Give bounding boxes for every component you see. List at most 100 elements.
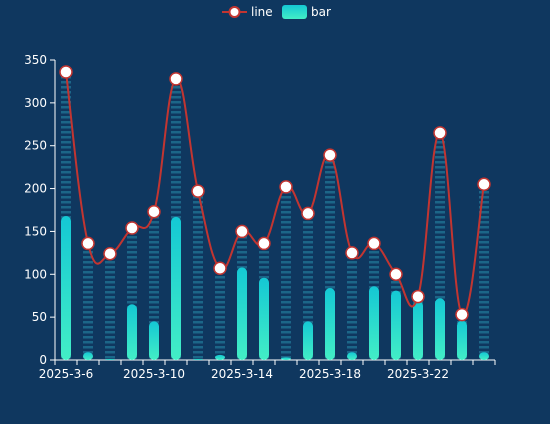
background-bar-dash — [347, 321, 357, 324]
background-bar-dash — [171, 106, 181, 109]
background-bar-dash — [435, 206, 445, 209]
background-bar-dash — [171, 151, 181, 154]
bar — [171, 216, 181, 360]
background-bar-dash — [325, 276, 335, 279]
background-bar-dash — [193, 301, 203, 304]
background-bar-dash — [325, 236, 335, 239]
background-bar-dash — [193, 331, 203, 334]
background-bar-dash — [61, 211, 71, 214]
background-bar-dash — [479, 261, 489, 264]
background-bar-dash — [105, 346, 115, 349]
background-bar-dash — [105, 291, 115, 294]
background-bar-dash — [83, 331, 93, 334]
background-bar-dash — [215, 276, 225, 279]
x-tick-label: 2025-3-14 — [211, 367, 273, 381]
background-bar-dash — [149, 251, 159, 254]
background-bar-dash — [83, 256, 93, 259]
background-bar-dash — [171, 181, 181, 184]
background-bar-dash — [171, 176, 181, 179]
background-bar-dash — [149, 296, 159, 299]
legend-item-bar[interactable]: bar — [282, 5, 331, 19]
background-bar-dash — [171, 96, 181, 99]
background-bar-dash — [105, 261, 115, 264]
background-bar-dash — [61, 131, 71, 134]
background-bar-dash — [281, 351, 291, 354]
background-bar-dash — [105, 336, 115, 339]
background-bar-dash — [435, 261, 445, 264]
background-bar-dash — [303, 276, 313, 279]
background-bar-dash — [369, 271, 379, 274]
background-bar-dash — [435, 201, 445, 204]
background-bar-dash — [369, 281, 379, 284]
background-bar-dash — [281, 301, 291, 304]
background-bar-dash — [325, 181, 335, 184]
bar — [259, 277, 269, 360]
line-point — [367, 236, 381, 251]
background-bar-dash — [435, 176, 445, 179]
background-bar-dash — [193, 266, 203, 269]
background-bar-dash — [105, 281, 115, 284]
background-bar-dash — [83, 316, 93, 319]
background-bar-dash — [215, 296, 225, 299]
background-bar-dash — [215, 341, 225, 344]
background-bar-dash — [61, 161, 71, 164]
background-bar-dash — [237, 266, 247, 269]
line-point — [125, 221, 139, 235]
line-point — [389, 267, 403, 282]
background-bar-dash — [61, 126, 71, 129]
background-bar-dash — [435, 166, 445, 169]
background-bar-dash — [281, 241, 291, 244]
background-bar-dash — [325, 216, 335, 219]
background-bar-dash — [347, 351, 357, 354]
background-bar-dash — [215, 316, 225, 319]
background-bar-dash — [105, 321, 115, 324]
background-bar-dash — [61, 201, 71, 204]
background-bar-dash — [237, 246, 247, 249]
background-bar-dash — [281, 221, 291, 224]
background-bar-dash — [479, 221, 489, 224]
background-bar-dash — [325, 171, 335, 174]
background-bar-dash — [435, 151, 445, 154]
x-tick-label: 2025-3-18 — [299, 367, 361, 381]
y-tick-label: 200 — [24, 182, 47, 196]
bar — [105, 359, 115, 360]
background-bar-dash — [347, 286, 357, 289]
background-bar-dash — [61, 171, 71, 174]
background-bar-dash — [303, 221, 313, 224]
background-bar-dash — [193, 311, 203, 314]
background-bar-dash — [193, 296, 203, 299]
background-bar-dash — [149, 311, 159, 314]
background-bar-dash — [347, 266, 357, 269]
background-bar-dash — [435, 226, 445, 229]
background-bar-dash — [281, 321, 291, 324]
background-bar-dash — [479, 216, 489, 219]
background-bar-dash — [193, 271, 203, 274]
background-bar-dash — [479, 341, 489, 344]
background-bar-dash — [237, 241, 247, 244]
bar — [149, 321, 159, 360]
background-bar-dash — [479, 256, 489, 259]
background-bar-dash — [391, 286, 401, 289]
background-bar-dash — [479, 346, 489, 349]
background-bar-dash — [127, 266, 137, 269]
background-bar-dash — [435, 281, 445, 284]
background-bar-dash — [369, 261, 379, 264]
legend-item-line[interactable]: line — [222, 5, 273, 19]
background-bar-dash — [259, 276, 269, 279]
y-tick-label: 150 — [24, 224, 47, 238]
background-bar-dash — [435, 296, 445, 299]
background-bar-dash — [149, 261, 159, 264]
background-bar-dash — [83, 306, 93, 309]
background-bar-dash — [61, 191, 71, 194]
background-bar-dash — [171, 171, 181, 174]
background-bar-dash — [171, 146, 181, 149]
background-bar-dash — [61, 166, 71, 169]
background-bar-dash — [105, 356, 115, 359]
background-bar-dash — [215, 286, 225, 289]
background-bar-dash — [83, 291, 93, 294]
legend[interactable]: line bar — [222, 5, 331, 19]
y-tick-label: 300 — [24, 96, 47, 110]
background-bar-dash — [347, 346, 357, 349]
background-bar-dash — [325, 241, 335, 244]
background-bar-dash — [303, 301, 313, 304]
